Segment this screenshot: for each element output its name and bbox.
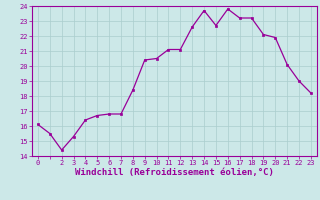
X-axis label: Windchill (Refroidissement éolien,°C): Windchill (Refroidissement éolien,°C) — [75, 168, 274, 177]
